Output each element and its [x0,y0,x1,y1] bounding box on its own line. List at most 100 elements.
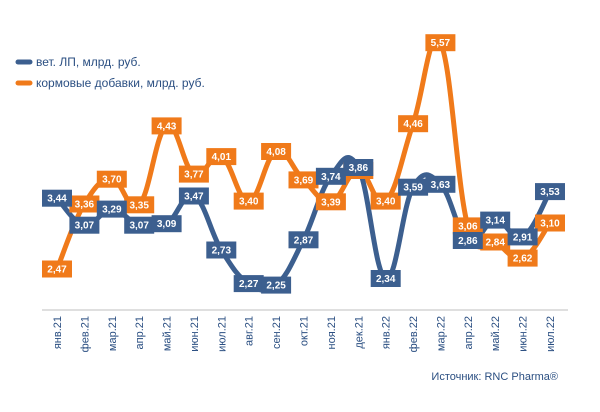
data-label-box [507,249,538,267]
x-tick-label: мар.22 [435,316,447,351]
data-label-s2-8: 4,08 [261,143,292,160]
data-label-s1-18: 3,53 [535,183,565,201]
data-label-s2-15: 3,06 [452,217,483,235]
data-label-text: 3,07 [75,221,95,232]
data-label-text: 4,43 [157,121,177,132]
legend: вет. ЛП, млрд. руб. кормовые добавки, мл… [15,55,205,90]
data-label-s1-10: 3,74 [315,167,346,185]
data-label-box [96,200,127,218]
data-label-s2-4: 4,43 [151,117,182,135]
data-label-text: 3,47 [184,192,204,203]
data-label-box [507,228,538,246]
data-label-s1-7: 2,27 [233,275,264,293]
x-tick-label: июн.22 [518,316,530,352]
x-tick-label: янв.21 [52,316,64,349]
data-label-box [124,196,155,214]
x-tick-label: май.21 [162,316,174,351]
data-label-box [69,216,100,234]
data-label-s1-16: 3,14 [480,211,511,229]
data-label-text: 2,87 [294,235,314,246]
data-label-box [398,115,429,133]
data-label-box [178,187,209,205]
data-label-s1-4: 3,09 [151,215,182,233]
data-label-text: 3,10 [540,219,560,230]
data-label-text: 3,40 [376,197,396,208]
legend-label-series1: вет. ЛП, млрд. руб. [36,55,141,69]
data-label-s2-14: 5,57 [425,34,456,52]
data-label-text: 3,35 [129,200,149,211]
data-label-s1-6: 2,73 [206,241,237,259]
data-label-text: 3,36 [75,200,95,211]
data-label-box [480,233,511,251]
data-label-box [315,167,346,185]
x-tick-label: окт.21 [299,316,311,346]
data-label-box [452,217,483,235]
data-label-box [288,231,319,249]
data-label-text: 5,57 [431,38,451,49]
data-label-box [315,193,346,211]
data-label-s2-7: 3,40 [233,192,264,210]
data-label-text: 3,07 [129,221,149,232]
data-label-text: 3,59 [403,183,423,194]
source-note: Источник: RNC Pharma® [431,371,558,383]
data-label-s2-18: 3,10 [535,214,565,232]
data-label-s1-17: 2,91 [507,228,538,246]
data-label-box [124,216,155,234]
data-label-s1-3: 3,07 [124,216,155,234]
data-label-s1-14: 3,63 [425,175,456,193]
data-label-box [535,183,565,201]
data-label-s2-6: 4,01 [206,148,237,166]
data-label-box [425,175,456,193]
data-label-text: 2,84 [485,238,505,249]
data-label-text: 2,34 [376,274,396,285]
data-label-box [535,214,565,232]
data-label-s1-11: 3,86 [343,159,374,176]
data-label-box [42,260,72,278]
data-label-box [206,148,237,166]
data-label-box [343,159,374,176]
data-label-text: 3,53 [540,187,560,198]
data-label-text: 3,70 [102,175,122,186]
x-tick-label: июл.22 [545,316,557,352]
data-label-s2-12: 3,40 [370,192,401,210]
data-label-text: 3,40 [239,197,259,208]
data-label-text: 2,62 [513,254,533,265]
data-label-text: 4,08 [266,147,286,158]
x-tick-label: май.22 [490,316,502,351]
x-tick-label: дек.21 [353,316,365,349]
data-label-box [370,270,401,287]
data-label-text: 2,86 [458,236,478,247]
data-label-text: 3,77 [184,170,204,181]
data-label-s1-13: 3,59 [398,178,429,196]
data-label-text: 2,91 [513,232,533,243]
x-tick-label: мар.21 [107,316,119,351]
data-label-text: 3,69 [294,175,314,186]
x-tick-label: авг.21 [244,316,256,346]
data-label-box [425,34,456,52]
x-tick-label: янв.22 [381,316,393,349]
data-label-s2-16: 2,84 [480,233,511,251]
data-label-box [178,165,209,183]
data-label-text: 3,14 [485,216,505,227]
data-label-text: 3,63 [431,180,451,191]
data-label-box [151,215,182,233]
data-label-text: 4,46 [403,119,423,130]
data-label-s1-5: 3,47 [178,187,209,205]
data-label-text: 2,47 [47,265,67,276]
data-label-s1-8: 2,25 [261,276,292,294]
data-label-text: 3,74 [321,172,341,183]
legend-label-series2: кормовые добавки, млрд. руб. [36,76,205,90]
data-label-text: 3,44 [47,194,67,205]
data-label-s2-2: 3,70 [96,170,127,188]
x-tick-label: фев.21 [79,316,91,352]
data-label-text: 3,29 [102,205,122,216]
data-label-box [69,195,100,213]
data-label-box [96,170,127,188]
x-tick-label: июн.21 [189,316,201,352]
data-label-box [233,275,264,293]
x-tick-label: ноя.21 [326,316,338,349]
data-label-box [452,232,483,249]
data-label-s1-15: 2,86 [452,232,483,249]
data-labels-group: 2,47 3,36 3,70 3,35 4,43 3,77 4,01 3,40 4,08 3,69… [42,34,565,294]
